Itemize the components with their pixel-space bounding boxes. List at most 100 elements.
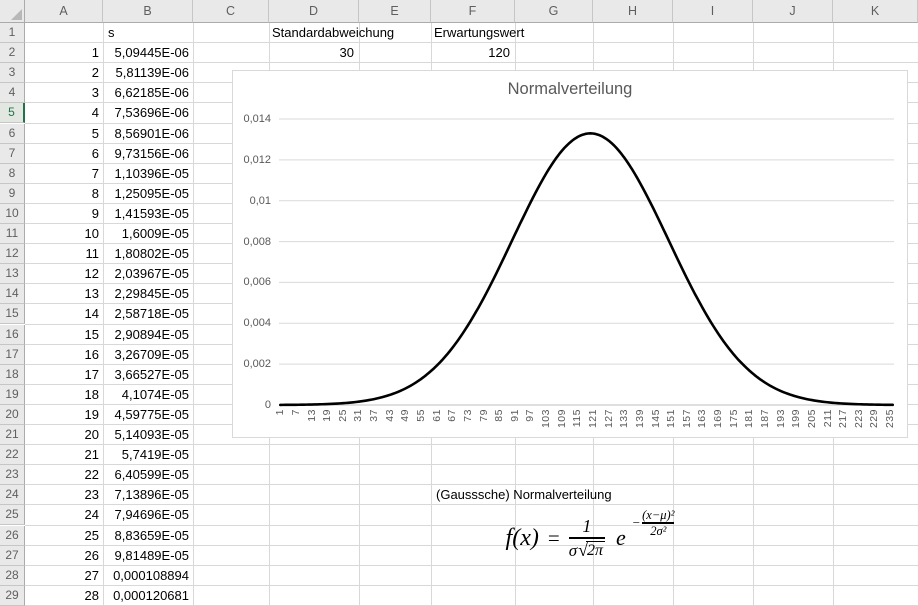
cell-a14-x-value[interactable]: 13 [84,286,99,302]
cell-b11-density-value[interactable]: 1,6009E-05 [121,226,189,241]
cell-b15-density-value[interactable]: 2,58718E-05 [114,306,189,322]
cell-a5-x-value[interactable]: 4 [91,105,99,121]
row-header-14[interactable]: 14 [0,284,25,305]
cell-a12-x-value[interactable]: 11 [85,246,100,262]
cell-a11-x-value[interactable]: 10 [84,226,99,241]
cell-a10-x-value[interactable]: 9 [91,205,99,221]
cell-b27-density-value[interactable]: 9,81489E-05 [114,547,189,563]
cell-f2-mu-value[interactable]: 120 [488,45,510,60]
cell-b13-density-value[interactable]: 2,03967E-05 [114,266,189,282]
cell-b28-density-value[interactable]: 0,000108894 [113,567,189,583]
row-header-12[interactable]: 12 [0,244,25,265]
row-header-9[interactable]: 9 [0,183,25,204]
row-header-23[interactable]: 23 [0,465,25,486]
cell-b26-density-value[interactable]: 8,83659E-05 [114,527,189,543]
column-header-f[interactable]: F [431,0,515,23]
cell-a6-x-value[interactable]: 5 [91,125,99,141]
cell-a24-x-value[interactable]: 23 [84,487,99,503]
cell-b6-density-value[interactable]: 8,56901E-06 [114,125,189,141]
cell-b17-density-value[interactable]: 3,26709E-05 [114,346,189,362]
row-header-15[interactable]: 15 [0,304,25,325]
cell-a29-x-value[interactable]: 28 [84,587,99,603]
cell-b24-density-value[interactable]: 7,13896E-05 [114,487,189,503]
cell-a9-x-value[interactable]: 8 [91,185,99,201]
cell-b3-density-value[interactable]: 5,81139E-06 [115,65,190,81]
cell-a19-x-value[interactable]: 18 [84,386,99,402]
column-header-h[interactable]: H [593,0,673,23]
cell-b4-density-value[interactable]: 6,62185E-06 [114,85,189,101]
cell-a23-x-value[interactable]: 22 [84,467,99,483]
row-header-27[interactable]: 27 [0,545,25,566]
row-header-4[interactable]: 4 [0,83,25,104]
cell-b7-density-value[interactable]: 9,73156E-06 [114,145,189,161]
row-header-22[interactable]: 22 [0,445,25,466]
row-header-2[interactable]: 2 [0,43,25,64]
cell-b23-density-value[interactable]: 6,40599E-05 [114,467,189,483]
cell-a21-x-value[interactable]: 20 [84,427,99,442]
cell-b2-density-value[interactable]: 5,09445E-06 [114,45,189,61]
column-header-c[interactable]: C [193,0,269,23]
row-header-25[interactable]: 25 [0,505,25,526]
cell-f1-erwartungswert[interactable]: Erwartungswert [434,25,525,40]
cell-b9-density-value[interactable]: 1,25095E-05 [114,185,189,201]
row-header-10[interactable]: 10 [0,203,25,224]
cell-d1-standardabweichung[interactable]: Standardabweichung [272,25,395,40]
cell-a3-x-value[interactable]: 2 [91,65,99,81]
cell-a22-x-value[interactable]: 21 [84,447,99,463]
row-header-17[interactable]: 17 [0,344,25,365]
cell-a13-x-value[interactable]: 12 [84,266,99,282]
cell-b1-header-s[interactable]: s [108,25,115,40]
cell-b22-density-value[interactable]: 5,7419E-05 [121,447,189,463]
cell-b18-density-value[interactable]: 3,66527E-05 [114,366,189,382]
select-all-corner[interactable] [0,0,25,23]
cell-a7-x-value[interactable]: 6 [91,145,99,161]
column-header-i[interactable]: I [673,0,753,23]
cell-a2-x-value[interactable]: 1 [91,45,99,61]
row-header-7[interactable]: 7 [0,143,25,164]
cell-a18-x-value[interactable]: 17 [84,366,99,382]
column-header-k[interactable]: K [833,0,918,23]
row-header-20[interactable]: 20 [0,404,25,425]
cell-a4-x-value[interactable]: 3 [91,85,99,101]
density-formula[interactable]: f(x) = 1 σ √ 2π e − (x−μ)² 2σ² [440,506,740,570]
cell-a16-x-value[interactable]: 15 [84,326,99,342]
cell-f24-gausssche-caption[interactable]: (Gausssche) Normalverteilung [436,487,612,502]
row-header-18[interactable]: 18 [0,364,25,385]
row-header-29[interactable]: 29 [0,585,25,606]
normal-distribution-chart[interactable]: Normalverteilung 0 0,002 0,004 0,006 0,008 0,… [232,70,908,438]
row-header-5[interactable]: 5 [0,103,25,124]
column-header-e[interactable]: E [359,0,431,23]
row-header-1[interactable]: 1 [0,23,25,44]
cell-b12-density-value[interactable]: 1,80802E-05 [114,246,189,262]
cell-a20-x-value[interactable]: 19 [84,406,99,422]
cell-b5-density-value[interactable]: 7,53696E-06 [114,105,189,121]
chart-title[interactable]: Normalverteilung [507,80,633,98]
cell-b16-density-value[interactable]: 2,90894E-05 [114,326,189,342]
row-header-16[interactable]: 16 [0,324,25,345]
cell-b21-density-value[interactable]: 5,14093E-05 [114,427,189,442]
column-header-j[interactable]: J [753,0,833,23]
row-header-19[interactable]: 19 [0,384,25,405]
column-header-d[interactable]: D [269,0,359,23]
row-header-21[interactable]: 21 [0,425,25,446]
cell-a28-x-value[interactable]: 27 [84,567,99,583]
cell-a27-x-value[interactable]: 26 [84,547,99,563]
row-header-28[interactable]: 28 [0,565,25,586]
row-header-13[interactable]: 13 [0,264,25,285]
cell-b14-density-value[interactable]: 2,29845E-05 [114,286,189,302]
cell-b29-density-value[interactable]: 0,000120681 [113,587,189,603]
row-header-3[interactable]: 3 [0,63,25,84]
cell-b20-density-value[interactable]: 4,59775E-05 [114,406,189,422]
row-header-24[interactable]: 24 [0,485,25,506]
cell-b10-density-value[interactable]: 1,41593E-05 [114,205,189,221]
row-header-6[interactable]: 6 [0,123,25,144]
row-header-26[interactable]: 26 [0,525,25,546]
column-header-g[interactable]: G [515,0,593,23]
cell-a25-x-value[interactable]: 24 [84,507,99,523]
cell-a26-x-value[interactable]: 25 [84,527,99,543]
column-header-b[interactable]: B [103,0,193,23]
cell-b8-density-value[interactable]: 1,10396E-05 [114,165,189,181]
cell-b25-density-value[interactable]: 7,94696E-05 [114,507,189,523]
column-header-a[interactable]: A [25,0,103,23]
cell-a8-x-value[interactable]: 7 [91,165,99,181]
